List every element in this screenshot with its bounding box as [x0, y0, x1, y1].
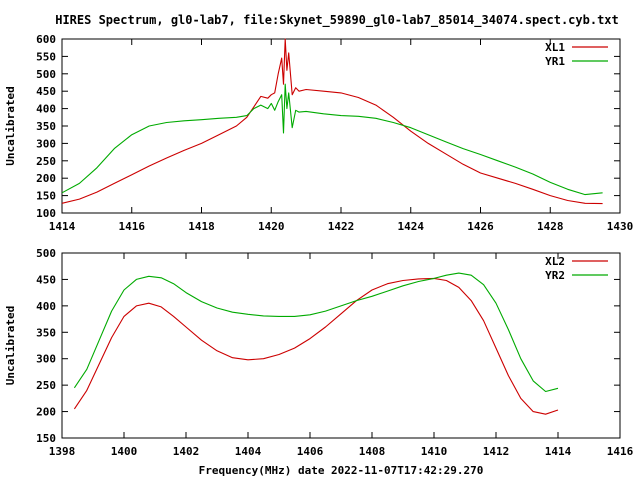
x-tick-label: 1398 — [49, 445, 76, 458]
x-tick-label: 1416 — [607, 445, 634, 458]
y-axis-label: Uncalibrated — [4, 306, 17, 385]
y-tick-label: 350 — [36, 120, 56, 133]
x-tick-label: 1422 — [328, 220, 355, 233]
x-tick-label: 1420 — [258, 220, 285, 233]
y-tick-label: 300 — [36, 353, 56, 366]
x-tick-label: 1416 — [119, 220, 146, 233]
y-tick-label: 200 — [36, 172, 56, 185]
y-tick-label: 400 — [36, 103, 56, 116]
y-tick-label: 250 — [36, 379, 56, 392]
y-axis-label: Uncalibrated — [4, 86, 17, 165]
x-tick-label: 1428 — [537, 220, 564, 233]
x-axis-label: Frequency(MHz) date 2022-11-07T17:42:29.… — [199, 464, 484, 477]
x-tick-label: 1424 — [398, 220, 425, 233]
x-tick-label: 1400 — [111, 445, 138, 458]
legend-label-yr1: YR1 — [545, 55, 565, 68]
x-tick-label: 1426 — [467, 220, 494, 233]
plot-frame — [61, 252, 621, 439]
series-line-yr2 — [73, 272, 559, 393]
x-tick-label: 1412 — [483, 445, 510, 458]
y-tick-label: 300 — [36, 137, 56, 150]
y-tick-label: 400 — [36, 300, 56, 313]
y-tick-label: 600 — [36, 33, 56, 46]
chart-title: HIRES Spectrum, gl0-lab7, file:Skynet_59… — [55, 13, 619, 28]
y-tick-label: 450 — [36, 273, 56, 286]
y-tick-label: 150 — [36, 190, 56, 203]
x-tick-label: 1414 — [49, 220, 76, 233]
x-tick-label: 1410 — [421, 445, 448, 458]
x-tick-label: 1430 — [607, 220, 634, 233]
y-tick-label: 250 — [36, 155, 56, 168]
x-tick-label: 1408 — [359, 445, 386, 458]
x-tick-label: 1404 — [235, 445, 262, 458]
y-tick-label: 150 — [36, 432, 56, 445]
x-tick-label: 1414 — [545, 445, 572, 458]
series-line-yr1 — [61, 83, 603, 196]
y-tick-label: 100 — [36, 207, 56, 220]
legend-label-xl2: XL2 — [545, 255, 565, 268]
y-tick-label: 450 — [36, 85, 56, 98]
y-tick-label: 500 — [36, 68, 56, 81]
x-tick-label: 1418 — [188, 220, 215, 233]
series-line-xl2 — [73, 277, 559, 415]
x-tick-label: 1406 — [297, 445, 324, 458]
y-tick-label: 500 — [36, 247, 56, 260]
legend-label-xl1: XL1 — [545, 41, 565, 54]
x-tick-label: 1402 — [173, 445, 200, 458]
y-tick-label: 350 — [36, 326, 56, 339]
top-panel: 1414 1416 1418 1420 1422 1424 1426 1428 1430 100 1… — [4, 33, 633, 233]
y-tick-label: 200 — [36, 406, 56, 419]
series-line-xl1 — [61, 38, 603, 205]
legend-label-yr2: YR2 — [545, 269, 565, 282]
y-tick-label: 550 — [36, 50, 56, 63]
bottom-panel: 1398 1400 1402 1404 1406 1408 1410 1412 1414 1416… — [4, 247, 634, 477]
